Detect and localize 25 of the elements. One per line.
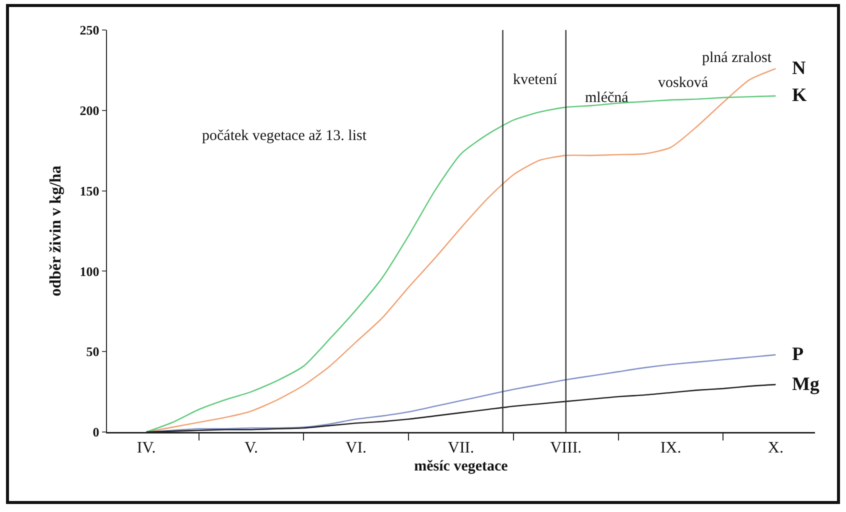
x-tick-label: X. (768, 440, 784, 457)
series-label: N (792, 58, 806, 79)
annotation: vosková (658, 75, 708, 91)
y-tick-label: 200 (80, 102, 100, 118)
series-label: K (792, 85, 807, 106)
y-tick-label: 50 (86, 344, 100, 360)
line-series (146, 354, 776, 432)
y-tick-label: 250 (80, 22, 100, 38)
x-tick-label: VIII. (550, 440, 582, 457)
x-axis-title: měsíc vegetace (414, 458, 508, 474)
y-axis-title: odběr živin v kg/ha (48, 166, 65, 296)
x-tick-label: VI. (346, 440, 367, 457)
annotation: mléčná (585, 90, 629, 106)
series-label: Mg (792, 374, 820, 395)
annotation: kvetení (513, 72, 558, 88)
y-tick-label: 0 (92, 424, 100, 440)
annotation: počátek vegetace až 13. list (202, 128, 368, 144)
annotation: plná zralost (702, 50, 772, 66)
x-tick-label: VII. (448, 440, 474, 457)
x-tick-label: IX. (660, 440, 682, 457)
x-tick-label: IV. (136, 440, 156, 457)
y-tick-label: 150 (80, 183, 100, 198)
series-label: P (792, 344, 804, 365)
x-tick-label: V. (244, 440, 258, 457)
y-tick-label: 100 (80, 264, 100, 279)
